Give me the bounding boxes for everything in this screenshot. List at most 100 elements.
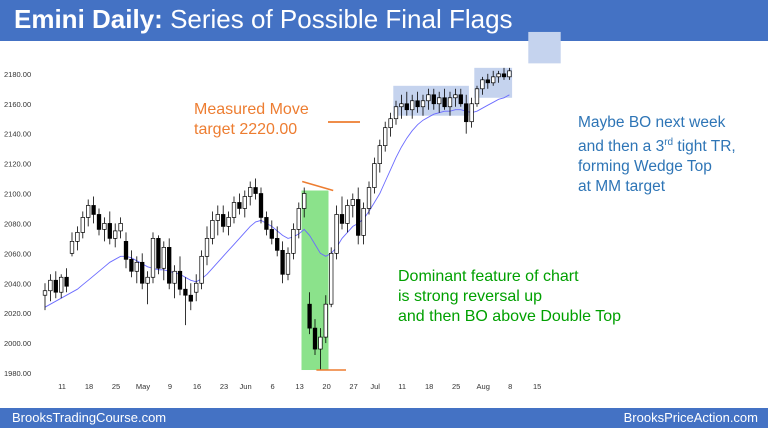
candle-body	[69, 241, 75, 254]
maybe-line-2: and then a 3rd tight TR,	[578, 133, 736, 157]
candle-body	[253, 187, 258, 194]
x-tick-label: 18	[85, 382, 93, 391]
candle-body	[210, 220, 215, 239]
candle-body	[199, 255, 204, 284]
maybe-line-1: Maybe BO next week	[578, 114, 726, 131]
candle-body	[188, 294, 193, 302]
candle-body	[248, 187, 253, 197]
y-tick-label: 2040.00	[4, 279, 31, 288]
candle-body	[269, 229, 274, 239]
candle-body	[96, 214, 102, 230]
x-tick-label: 11	[398, 382, 406, 391]
candle-body	[91, 205, 96, 215]
candle-body	[350, 199, 355, 206]
maybe-line-2-sup: rd	[664, 137, 674, 148]
candle-body	[480, 79, 485, 90]
candle-body	[107, 223, 112, 239]
candle-body	[399, 103, 404, 108]
y-tick-label: 2080.00	[4, 219, 31, 228]
candle-body	[442, 97, 447, 108]
y-tick-label: 2140.00	[4, 130, 31, 139]
candle-body	[59, 276, 64, 293]
y-tick-label: 2060.00	[4, 249, 31, 258]
candle-body	[356, 199, 361, 236]
x-tick-label: 25	[112, 382, 120, 391]
double-top-line	[301, 180, 334, 192]
x-tick-label: 9	[168, 382, 172, 391]
candle-body	[291, 229, 296, 254]
highlight-box-1	[393, 85, 469, 116]
candle-body	[415, 100, 420, 108]
candle-body	[86, 205, 91, 218]
y-tick-label: 2120.00	[4, 160, 31, 169]
candle-body	[280, 249, 285, 275]
candle-body	[507, 70, 512, 78]
footer-left-link[interactable]: BrooksTradingCourse.com	[12, 410, 167, 425]
candle-body	[302, 193, 307, 209]
candle-body	[48, 279, 53, 292]
candle-body	[275, 238, 280, 251]
x-tick-label: 11	[58, 382, 66, 391]
dominant-line-1: Dominant feature of chart	[398, 268, 579, 285]
candle-body	[167, 247, 172, 284]
candle-body	[102, 223, 107, 230]
candle-body	[221, 214, 226, 227]
measured-move-line-2: target 2220.00	[194, 121, 298, 138]
candle-body	[388, 118, 393, 129]
measured-move-annotation: Measured Move target 2220.00	[194, 100, 309, 140]
candle-body	[366, 187, 372, 209]
dominant-line-3: and then BO above Double Top	[398, 308, 621, 325]
candle-body	[161, 247, 166, 269]
footer-right-link[interactable]: BrooksPriceAction.com	[623, 410, 758, 425]
candle-body	[318, 336, 323, 350]
maybe-annotation: Maybe BO next week and then a 3rd tight …	[578, 113, 736, 197]
title-bar: Emini Daily: Series of Possible Final Fl…	[0, 0, 768, 41]
candle-body	[474, 88, 480, 105]
maybe-line-2b: tight TR,	[673, 138, 736, 156]
page-title: Emini Daily: Series of Possible Final Fl…	[14, 4, 513, 35]
candle-body	[491, 76, 496, 84]
candle-body	[383, 127, 388, 146]
candle-body	[447, 97, 453, 108]
candle-body	[53, 279, 58, 293]
candle-body	[323, 303, 328, 338]
candle-body	[469, 103, 474, 123]
footer-bar: BrooksTradingCourse.com BrooksPriceActio…	[0, 408, 768, 428]
x-tick-label: 23	[220, 382, 228, 391]
x-tick-label: Aug	[477, 382, 490, 391]
candle-body	[215, 214, 220, 221]
candle-body	[183, 288, 188, 296]
candle-body	[464, 103, 469, 123]
candle-body	[75, 232, 80, 242]
x-tick-label: 25	[452, 382, 460, 391]
maybe-line-3: forming Wedge Top	[578, 158, 712, 176]
candle-body	[258, 193, 264, 218]
candle-body	[393, 106, 399, 120]
title-bold: Emini Daily:	[14, 4, 163, 34]
candle-body	[453, 94, 458, 99]
dominant-annotation: Dominant feature of chart is strong reve…	[398, 267, 621, 327]
candle-body	[426, 94, 431, 102]
candle-body	[312, 327, 318, 350]
x-tick-label: 16	[193, 382, 201, 391]
candle-body	[231, 202, 237, 218]
candle-body	[123, 241, 129, 260]
candle-body	[42, 290, 48, 296]
candle-body	[345, 205, 350, 224]
x-tick-label: 18	[425, 382, 433, 391]
candle-body	[329, 252, 334, 305]
candle-body	[226, 217, 231, 227]
candlestick-chart: 1980.00 2000.00 2020.00 2040.00 2060.00 2080.…	[4, 31, 561, 391]
y-tick-label: 2180.00	[4, 70, 31, 79]
candle-body	[404, 103, 409, 111]
y-tick-label: 2000.00	[4, 339, 31, 348]
x-tick-label: Jun	[240, 382, 252, 391]
y-tick-label: 2160.00	[4, 100, 31, 109]
candle-body	[431, 94, 436, 105]
candle-body	[496, 73, 501, 78]
x-tick-label: May	[136, 382, 150, 391]
candle-body	[377, 145, 382, 164]
candle-body	[485, 79, 490, 84]
maybe-line-4: at MM target	[578, 178, 665, 196]
candle-body	[420, 100, 426, 108]
